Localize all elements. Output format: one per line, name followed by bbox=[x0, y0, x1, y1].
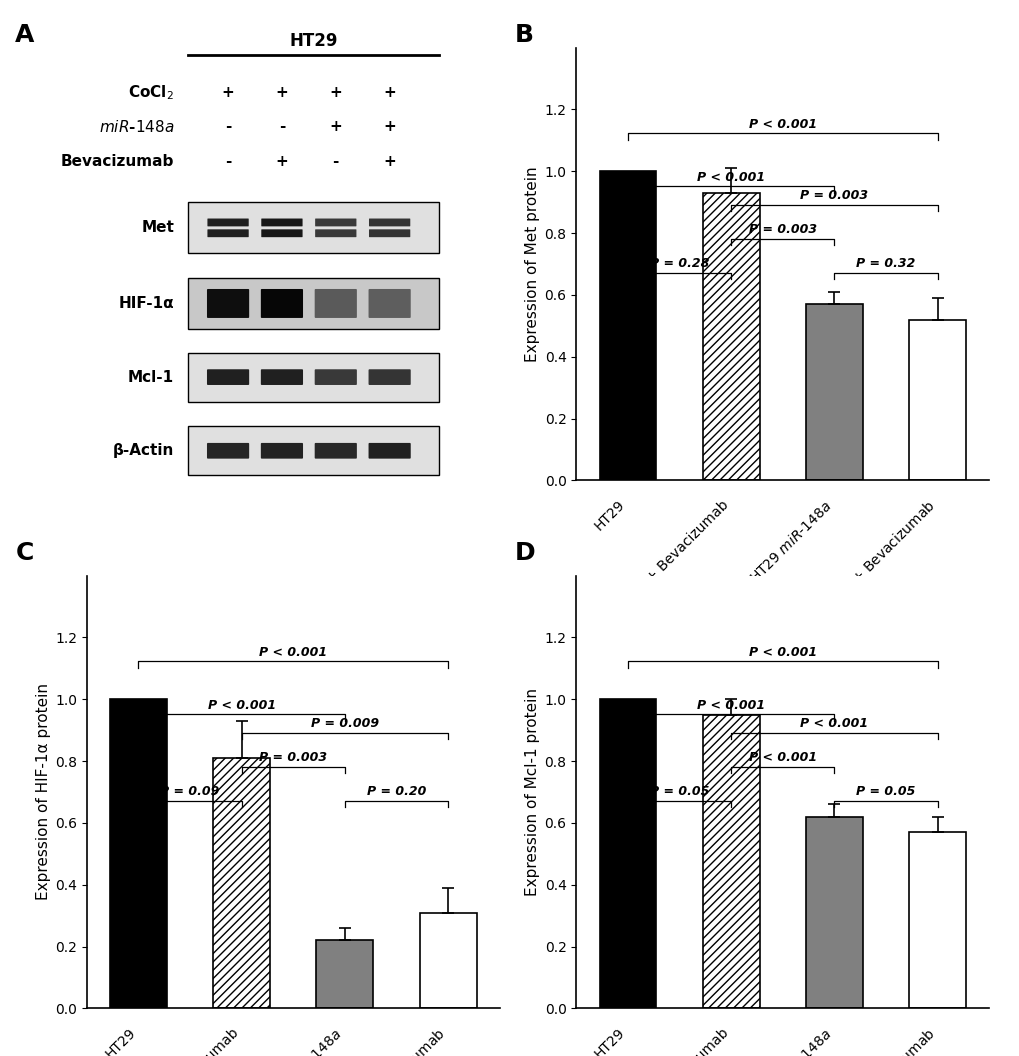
Bar bbox=[805, 304, 862, 480]
Text: HT29 $miR$-$148a$: HT29 $miR$-$148a$ bbox=[257, 1025, 344, 1056]
Y-axis label: Expression of Met protein: Expression of Met protein bbox=[525, 166, 540, 362]
FancyBboxPatch shape bbox=[261, 229, 303, 238]
Bar bbox=[187, 353, 438, 401]
FancyBboxPatch shape bbox=[368, 289, 411, 318]
Y-axis label: Expression of Mcl-1 protein: Expression of Mcl-1 protein bbox=[525, 689, 540, 895]
Text: D: D bbox=[515, 541, 535, 565]
FancyBboxPatch shape bbox=[368, 442, 411, 458]
Text: P < 0.001: P < 0.001 bbox=[800, 717, 868, 730]
Text: C: C bbox=[15, 541, 34, 565]
Text: HT29 $miR$-$148a$ + Bevacizumab: HT29 $miR$-$148a$ + Bevacizumab bbox=[280, 1025, 447, 1056]
Bar bbox=[805, 816, 862, 1008]
Text: HT29 $miR$-$148a$: HT29 $miR$-$148a$ bbox=[746, 497, 834, 585]
FancyBboxPatch shape bbox=[315, 219, 356, 226]
Text: HT29 $miR$-$148a$ + Bevacizumab: HT29 $miR$-$148a$ + Bevacizumab bbox=[769, 1025, 936, 1056]
Bar bbox=[702, 193, 759, 480]
Text: A: A bbox=[15, 23, 35, 48]
Text: HT29: HT29 bbox=[288, 32, 337, 50]
Text: +: + bbox=[329, 84, 341, 100]
Text: P < 0.001: P < 0.001 bbox=[748, 751, 816, 765]
Bar bbox=[187, 202, 438, 253]
Bar bbox=[213, 758, 270, 1008]
Text: P < 0.001: P < 0.001 bbox=[696, 171, 764, 184]
Text: B: B bbox=[515, 23, 534, 48]
FancyBboxPatch shape bbox=[315, 442, 357, 458]
Bar bbox=[909, 320, 965, 480]
Text: $miR$-$148a$: $miR$-$148a$ bbox=[99, 118, 174, 135]
FancyBboxPatch shape bbox=[261, 219, 303, 226]
Y-axis label: Expression of HIF-1α protein: Expression of HIF-1α protein bbox=[36, 683, 51, 901]
Text: -: - bbox=[224, 153, 231, 169]
Text: HT29 + Bevacizumab: HT29 + Bevacizumab bbox=[614, 497, 731, 615]
Bar bbox=[702, 715, 759, 1008]
FancyBboxPatch shape bbox=[369, 219, 410, 226]
FancyBboxPatch shape bbox=[261, 370, 303, 385]
FancyBboxPatch shape bbox=[207, 442, 249, 458]
Text: +: + bbox=[221, 84, 234, 100]
Text: P < 0.001: P < 0.001 bbox=[748, 646, 816, 659]
Text: HIF-1α: HIF-1α bbox=[118, 296, 174, 310]
Text: P = 0.003: P = 0.003 bbox=[748, 223, 816, 237]
Text: P = 0.003: P = 0.003 bbox=[800, 189, 868, 202]
Text: HT29: HT29 bbox=[592, 1025, 628, 1056]
Text: P < 0.001: P < 0.001 bbox=[259, 646, 327, 659]
Text: HT29 + Bevacizumab: HT29 + Bevacizumab bbox=[125, 1025, 242, 1056]
Text: P = 0.05: P = 0.05 bbox=[856, 786, 915, 798]
FancyBboxPatch shape bbox=[207, 229, 249, 238]
Bar bbox=[420, 912, 476, 1008]
FancyBboxPatch shape bbox=[261, 442, 303, 458]
Bar bbox=[599, 171, 655, 480]
Text: Met: Met bbox=[142, 220, 174, 234]
Bar bbox=[110, 699, 166, 1008]
Text: HT29 $miR$-$148a$ + Bevacizumab: HT29 $miR$-$148a$ + Bevacizumab bbox=[769, 497, 936, 665]
Text: +: + bbox=[275, 84, 288, 100]
FancyBboxPatch shape bbox=[368, 370, 411, 385]
Text: P < 0.001: P < 0.001 bbox=[748, 118, 816, 131]
Text: P = 0.05: P = 0.05 bbox=[649, 786, 708, 798]
FancyBboxPatch shape bbox=[207, 370, 249, 385]
Text: -: - bbox=[278, 119, 285, 134]
Text: HT29: HT29 bbox=[103, 1025, 139, 1056]
Text: P < 0.001: P < 0.001 bbox=[207, 699, 275, 712]
FancyBboxPatch shape bbox=[315, 370, 357, 385]
Text: HT29 + Bevacizumab: HT29 + Bevacizumab bbox=[614, 1025, 731, 1056]
Text: P = 0.003: P = 0.003 bbox=[259, 751, 327, 765]
Text: β-Actin: β-Actin bbox=[113, 444, 174, 458]
Bar bbox=[316, 941, 373, 1008]
Text: +: + bbox=[383, 153, 395, 169]
Text: +: + bbox=[275, 153, 288, 169]
Text: HT29: HT29 bbox=[592, 497, 628, 533]
FancyBboxPatch shape bbox=[315, 229, 356, 238]
FancyBboxPatch shape bbox=[315, 289, 357, 318]
FancyBboxPatch shape bbox=[207, 289, 249, 318]
Bar bbox=[187, 278, 438, 329]
Text: +: + bbox=[383, 119, 395, 134]
Text: P = 0.32: P = 0.32 bbox=[856, 258, 915, 270]
Text: +: + bbox=[329, 119, 341, 134]
Text: CoCl$_2$: CoCl$_2$ bbox=[128, 83, 174, 101]
Text: P = 0.28: P = 0.28 bbox=[649, 258, 708, 270]
Bar bbox=[599, 699, 655, 1008]
Text: P = 0.20: P = 0.20 bbox=[367, 786, 426, 798]
Text: Bevacizumab: Bevacizumab bbox=[61, 153, 174, 169]
Text: -: - bbox=[224, 119, 231, 134]
Text: Mcl-1: Mcl-1 bbox=[128, 370, 174, 384]
Text: +: + bbox=[383, 84, 395, 100]
Text: P = 0.009: P = 0.009 bbox=[311, 717, 379, 730]
Text: P < 0.001: P < 0.001 bbox=[696, 699, 764, 712]
Text: -: - bbox=[332, 153, 338, 169]
Bar bbox=[187, 427, 438, 475]
Text: HT29 $miR$-$148a$: HT29 $miR$-$148a$ bbox=[746, 1025, 834, 1056]
FancyBboxPatch shape bbox=[261, 289, 303, 318]
FancyBboxPatch shape bbox=[369, 229, 410, 238]
Text: P = 0.09: P = 0.09 bbox=[160, 786, 219, 798]
Bar bbox=[909, 832, 965, 1008]
FancyBboxPatch shape bbox=[207, 219, 249, 226]
